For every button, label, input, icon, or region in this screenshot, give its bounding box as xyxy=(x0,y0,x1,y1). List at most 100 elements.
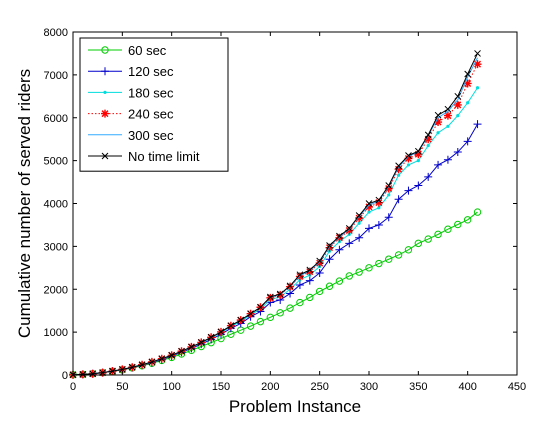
series-4-point-41-shape xyxy=(473,60,482,69)
series-4-point-25-shape xyxy=(315,259,324,268)
series-6-point-34-shape xyxy=(405,152,412,159)
series-1-point-39 xyxy=(454,220,462,229)
series-6-point-2 xyxy=(89,370,97,378)
series-6 xyxy=(69,50,481,379)
series-4-point-23-shape xyxy=(295,272,304,281)
series-1-line xyxy=(72,211,478,376)
series-6-point-7-shape xyxy=(138,361,146,369)
legend-label-5: 300 sec xyxy=(128,128,174,143)
series-3-point-33 xyxy=(397,173,401,177)
series-3-point-29 xyxy=(357,221,361,225)
x-tick-label-150: 150 xyxy=(212,381,230,393)
legend-entry-1: 60 sec xyxy=(88,43,167,58)
y-tick-label-7000: 7000 xyxy=(44,70,68,82)
series-2-point-29-shape xyxy=(355,233,364,242)
series-6-point-33-shape xyxy=(395,162,402,170)
series-4-point-33-shape xyxy=(394,165,403,174)
series-2-point-28-shape xyxy=(345,239,354,248)
series-6-point-5 xyxy=(118,366,126,373)
series-4-point-32-shape xyxy=(384,184,393,193)
series-6-point-30 xyxy=(365,200,373,207)
series-6-point-4 xyxy=(109,367,116,375)
series-4-point-33 xyxy=(394,165,403,174)
series-1-point-37 xyxy=(434,230,442,239)
y-axis-label: Cumulative number of served riders xyxy=(15,69,34,338)
series-6-point-10-shape xyxy=(168,351,176,359)
series-1-point-36-shape xyxy=(424,235,432,243)
series-1-point-34-shape xyxy=(404,246,413,254)
series-2-point-37-shape xyxy=(434,160,443,169)
legend-label-6: No time limit xyxy=(128,149,200,164)
series-6-point-33 xyxy=(395,162,402,170)
legend-label-1: 60 sec xyxy=(128,43,167,58)
series-1-point-21 xyxy=(276,309,284,317)
series-4-point-34-shape xyxy=(404,154,413,163)
series-1-point-34 xyxy=(404,246,413,254)
series-6-point-35 xyxy=(414,147,422,155)
series-6-point-15 xyxy=(217,328,225,336)
legend-marker-4-shape xyxy=(101,109,109,118)
series-4-point-37-shape xyxy=(434,118,443,127)
series-6-point-41 xyxy=(474,50,481,57)
series-3-point-34-shape xyxy=(406,163,411,167)
series-1-point-22-shape xyxy=(286,304,294,312)
series-4-point-41 xyxy=(473,60,482,69)
series-3-point-31-shape xyxy=(377,206,381,210)
legend-entry-2: 120 sec xyxy=(88,64,174,79)
series-3-point-31 xyxy=(377,206,381,210)
series-1-point-19 xyxy=(256,317,265,326)
series-2-point-24-shape xyxy=(305,276,314,285)
series-6-point-14 xyxy=(207,333,215,341)
series-1-point-27 xyxy=(335,277,344,285)
series-4-point-26-shape xyxy=(325,243,334,252)
series-6-point-38-shape xyxy=(444,105,452,113)
axes-layer: 0 50 100 150 200 250 300 350 400 450 0 1000 2000 3000… xyxy=(44,27,527,393)
series-6-point-8-shape xyxy=(148,358,156,366)
series-6-point-31-shape xyxy=(375,196,383,204)
series-2-point-27 xyxy=(335,245,344,254)
series-2-point-25 xyxy=(315,268,324,277)
series-6-point-16-shape xyxy=(227,322,235,330)
series-2-point-41 xyxy=(473,120,482,129)
series-6-point-17 xyxy=(237,316,245,324)
series-2-point-33-shape xyxy=(394,195,403,204)
legend-entry-3: 180 sec xyxy=(88,85,174,100)
series-4-point-40 xyxy=(463,79,472,88)
legend-label-4: 240 sec xyxy=(128,107,174,122)
series-4-point-40-shape xyxy=(463,79,472,88)
series-3-point-35-shape xyxy=(416,159,420,163)
series-3-point-38 xyxy=(446,124,450,128)
series-6-point-19-shape xyxy=(257,303,264,311)
series-3-point-41-shape xyxy=(475,86,480,90)
series-1-point-28-shape xyxy=(345,272,353,280)
legend-marker-2 xyxy=(101,67,109,76)
series-1-point-32 xyxy=(385,255,393,263)
series-3-point-32 xyxy=(387,193,391,197)
series-2-point-30-shape xyxy=(365,224,373,233)
series-2-point-31 xyxy=(374,220,383,229)
series-2-point-31-shape xyxy=(374,220,383,229)
series-1-point-28 xyxy=(345,272,353,280)
series-4-point-36-shape xyxy=(424,135,433,144)
series-1-point-18-shape xyxy=(246,322,255,330)
legend: 60 sec 120 sec 180 sec 240 sec 300 sec No tim… xyxy=(79,37,229,172)
series-1-point-33-shape xyxy=(394,251,403,259)
series-6-point-28 xyxy=(345,225,353,232)
series-2-point-22 xyxy=(286,289,295,298)
series-6-point-32-shape xyxy=(385,182,393,189)
series-6-point-23 xyxy=(296,271,304,279)
series-6-point-34 xyxy=(405,152,412,159)
series-4-point-38-shape xyxy=(443,111,452,120)
series-3-point-39 xyxy=(456,114,460,118)
series-2-point-40 xyxy=(463,137,472,146)
series-2-point-40-shape xyxy=(463,137,472,146)
series-2-point-22-shape xyxy=(286,289,295,298)
legend-marker-1-shape xyxy=(101,46,109,54)
series-1-point-25 xyxy=(315,287,324,296)
series-2-point-32-shape xyxy=(384,213,393,222)
series-6-point-22-shape xyxy=(286,282,294,290)
series-1-point-35-shape xyxy=(414,239,423,248)
series-6-point-9 xyxy=(158,355,166,363)
